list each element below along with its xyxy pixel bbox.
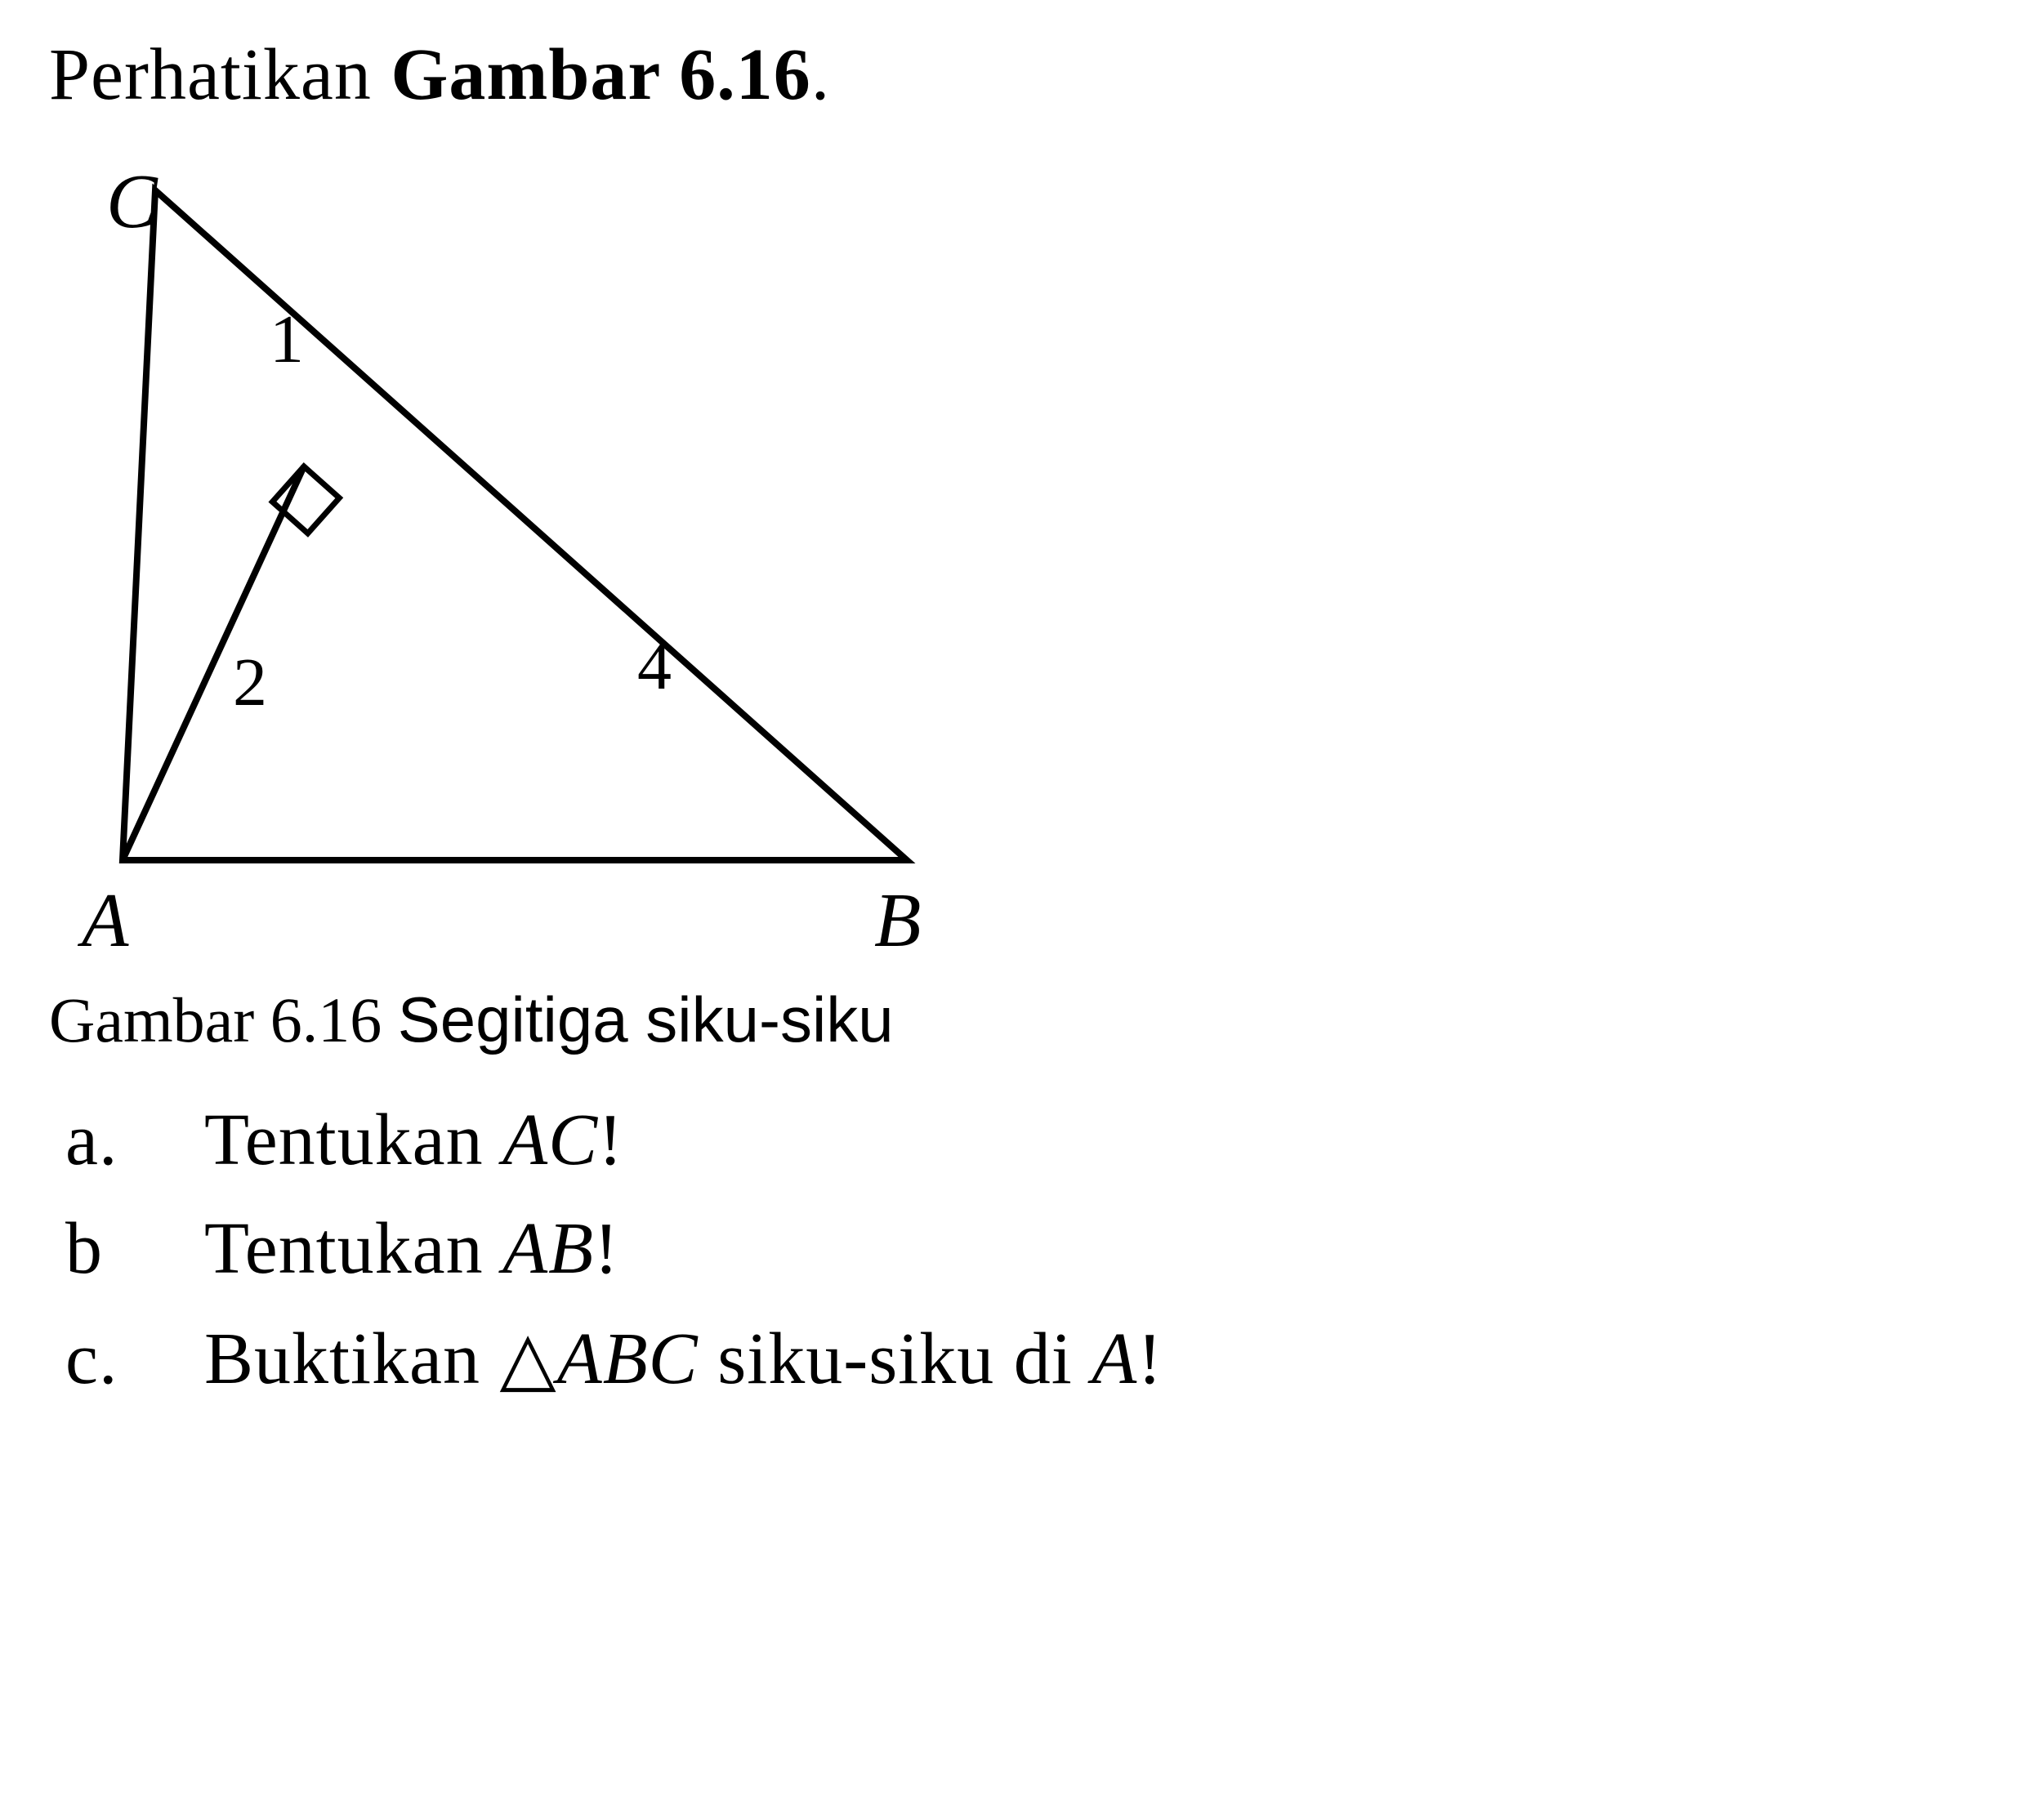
triangle-outline [123,190,907,860]
vertex-b-label: B [874,878,921,963]
question-letter: a. [65,1098,204,1182]
caption-sans: Segitiga siku-siku [398,984,894,1055]
altitude-line [123,466,304,860]
question-letter: c. [65,1317,204,1401]
question-a: a. Tentukan AC! [65,1098,1969,1182]
figure-caption: Gambar 6.16 Segitiga siku-siku [49,983,1969,1057]
question-text: Tentukan AB! [204,1207,1969,1291]
triangle-diagram: C A B 1 2 4 [49,149,989,966]
triangle-svg: C A B 1 2 4 [49,149,989,966]
vertex-a-label: A [77,878,129,963]
question-letter: b [65,1207,204,1291]
question-list: a. Tentukan AC! b Tentukan AB! c. Buktik… [49,1098,1969,1401]
question-c: c. Buktikan △ABC siku-siku di A! [65,1315,1969,1401]
edge-ad-label: 2 [233,645,267,720]
edge-db-label: 4 [637,628,672,704]
header: Perhatikan Gambar 6.16. [49,33,1969,117]
right-angle-marker [272,466,339,533]
header-bold: Gambar 6.16 [391,34,810,115]
question-text: Buktikan △ABC siku-siku di A! [204,1315,1969,1401]
header-period: . [811,34,831,115]
vertex-c-label: C [106,159,158,244]
header-regular: Perhatikan [49,34,391,115]
caption-serif: Gambar 6.16 [49,984,398,1055]
question-text: Tentukan AC! [204,1098,1969,1182]
edge-cd-label: 1 [270,301,304,377]
question-b: b Tentukan AB! [65,1207,1969,1291]
